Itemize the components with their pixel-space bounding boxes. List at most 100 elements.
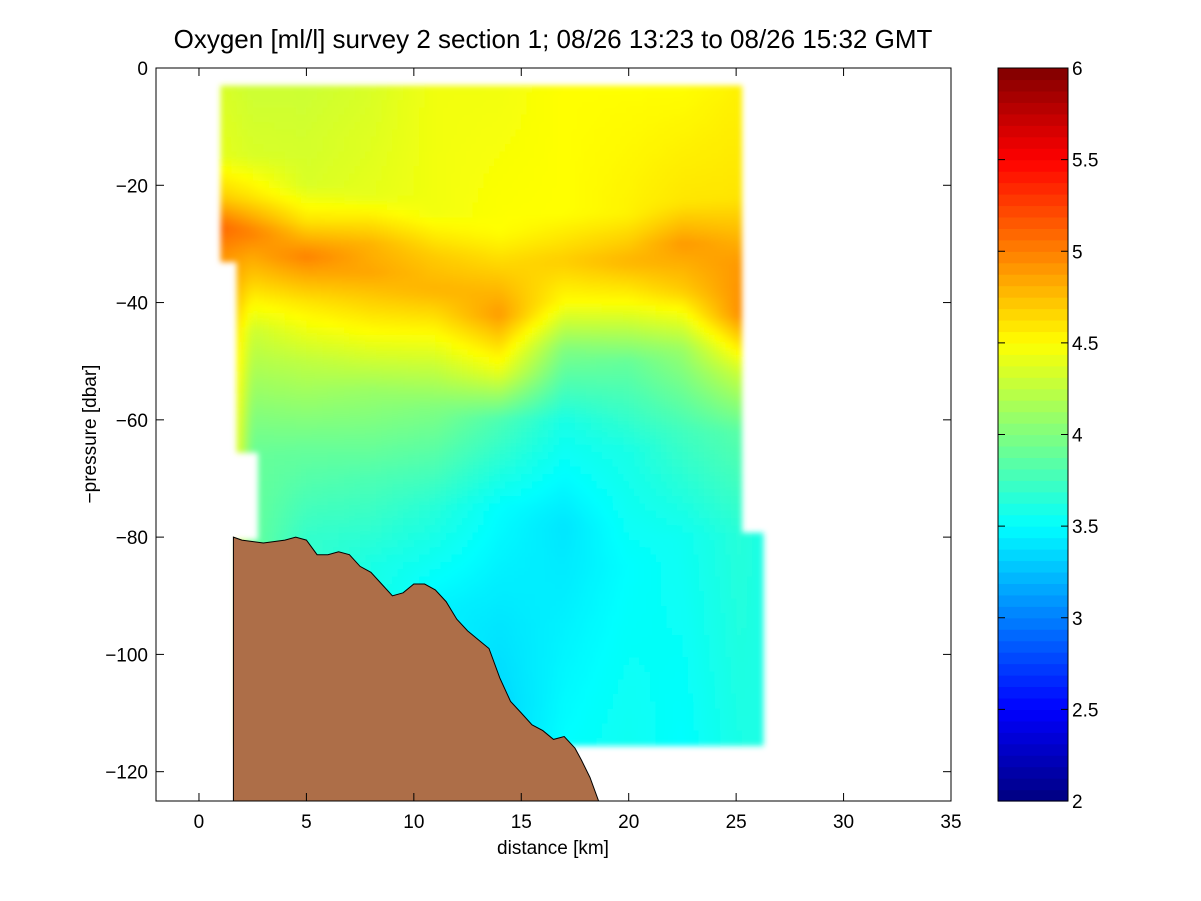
field-cell <box>252 371 259 380</box>
field-cell <box>494 488 501 497</box>
field-cell <box>344 312 350 321</box>
field-cell <box>365 166 372 175</box>
field-cell <box>354 393 361 402</box>
field-cell <box>268 217 275 226</box>
field-cell <box>365 408 372 417</box>
field-cell <box>489 606 496 614</box>
field-cell <box>429 136 436 145</box>
field-cell <box>510 452 517 461</box>
field-cell <box>526 334 533 343</box>
field-cell <box>451 474 458 483</box>
field-cell <box>360 400 367 409</box>
field-cell <box>521 701 528 710</box>
field-cell <box>515 474 522 483</box>
field-cell <box>446 188 453 197</box>
field-cell <box>252 393 259 402</box>
field-cell <box>467 254 474 263</box>
field-cell <box>424 320 431 329</box>
field-cell <box>429 129 436 138</box>
field-cell <box>510 85 517 94</box>
field-cell <box>381 400 388 409</box>
field-cell <box>462 452 469 461</box>
field-cell <box>274 283 281 292</box>
field-cell <box>494 400 501 409</box>
field-cell <box>392 356 399 365</box>
field-cell <box>403 466 410 475</box>
field-cell <box>386 239 393 248</box>
field-cell <box>467 452 474 461</box>
field-cell <box>349 312 356 321</box>
field-cell <box>408 540 415 548</box>
field-cell <box>462 532 469 541</box>
field-cell <box>505 327 512 336</box>
field-cell <box>483 459 490 468</box>
field-cell <box>360 217 367 226</box>
field-cell <box>349 305 356 314</box>
field-cell <box>424 466 431 475</box>
field-cell <box>521 488 528 497</box>
field-cell <box>241 268 248 277</box>
field-cell <box>526 496 533 504</box>
field-cell <box>274 188 281 197</box>
field-cell <box>301 85 307 94</box>
field-cell <box>456 166 463 175</box>
field-cell <box>258 136 265 145</box>
field-cell <box>397 327 404 336</box>
field-cell <box>376 188 383 197</box>
field-cell <box>236 173 243 182</box>
field-cell <box>515 210 522 219</box>
field-cell <box>505 569 512 578</box>
field-cell <box>505 180 512 189</box>
field-cell <box>526 202 533 211</box>
field-cell <box>521 320 528 329</box>
field-cell <box>338 327 345 336</box>
field-cell <box>268 151 275 160</box>
field-cell <box>268 290 275 299</box>
field-cell <box>268 129 275 138</box>
field-cell <box>349 327 356 336</box>
field-cell <box>403 415 410 424</box>
field-cell <box>515 532 522 541</box>
field-cell <box>435 334 442 343</box>
field-cell <box>478 474 485 483</box>
field-cell <box>365 415 372 424</box>
field-cell <box>408 393 415 402</box>
field-cell <box>349 430 356 439</box>
field-cell <box>440 400 447 409</box>
field-cell <box>494 100 501 109</box>
field-cell <box>403 276 410 285</box>
field-cell <box>505 188 512 197</box>
field-cell <box>386 393 393 402</box>
field-cell <box>435 371 442 380</box>
field-cell <box>252 166 259 175</box>
field-cell <box>451 488 458 497</box>
field-cell <box>494 371 501 380</box>
field-cell <box>241 254 248 263</box>
field-cell <box>403 188 410 197</box>
field-cell <box>419 195 426 204</box>
field-cell <box>376 386 383 395</box>
field-cell <box>462 210 469 219</box>
field-cell <box>413 386 420 395</box>
field-cell <box>462 327 469 336</box>
field-cell <box>505 474 512 483</box>
field-cell <box>360 254 367 263</box>
field-cell <box>349 496 356 504</box>
field-cell <box>413 188 420 197</box>
field-cell <box>408 173 415 182</box>
field-cell <box>472 598 479 607</box>
field-cell <box>327 532 334 541</box>
field-cell <box>419 166 426 175</box>
field-cell <box>419 349 426 358</box>
field-cell <box>354 85 361 94</box>
field-cell <box>327 144 334 153</box>
field-cell <box>472 232 479 241</box>
field-cell <box>311 129 318 138</box>
field-cell <box>397 188 404 197</box>
field-cell <box>515 584 522 592</box>
field-cell <box>381 202 388 211</box>
field-cell <box>274 393 281 402</box>
field-cell <box>489 224 496 233</box>
field-cell <box>317 210 324 219</box>
field-cell <box>349 239 356 248</box>
